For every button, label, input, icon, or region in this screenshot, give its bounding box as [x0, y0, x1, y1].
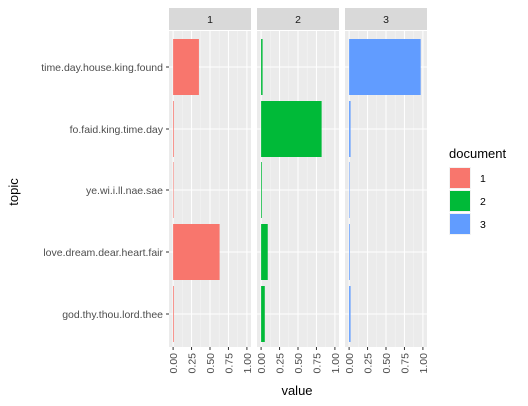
x-tick-label: 0.50	[205, 353, 217, 374]
bar-fo.faid.king.time.day-doc2	[261, 101, 322, 157]
bar-love.dream.dear.heart.fair-doc2	[261, 224, 268, 280]
facet-strip-label: 1	[207, 14, 213, 26]
bar-ye.wi.i.ll.nae.sae-doc2	[261, 162, 262, 218]
y-axis-title: topic	[6, 178, 21, 206]
y-tick-label: god.thy.thou.lord.thee	[62, 309, 163, 321]
x-tick-label: 0.25	[275, 353, 287, 374]
facet-strip-2	[257, 8, 339, 30]
legend: document 1 2 3	[449, 146, 506, 235]
bar-fo.faid.king.time.day-doc1	[173, 101, 174, 157]
x-tick-label: 0.25	[363, 353, 375, 374]
x-tick-label: 0.75	[223, 353, 235, 374]
facet-panels: 1 0.00 0.25 0.50 0.75 1.00 2 0.00 0.25 0.50 0.75 1.…	[168, 8, 430, 373]
legend-swatch-1	[450, 168, 470, 188]
legend-swatch-3	[450, 214, 470, 234]
bar-fo.faid.king.time.day-doc3	[349, 101, 351, 157]
y-tick-label: ye.wi.i.ll.nae.sae	[86, 185, 163, 197]
legend-title: document	[449, 146, 506, 161]
legend-label-3: 3	[480, 219, 486, 231]
facet-strip-1	[169, 8, 251, 30]
bar-ye.wi.i.ll.nae.sae-doc3	[349, 162, 350, 218]
y-tick-label: fo.faid.king.time.day	[70, 124, 164, 136]
y-tick-label: time.day.house.king.found	[41, 62, 163, 74]
x-tick-label: 0.50	[381, 353, 393, 374]
bar-love.dream.dear.heart.fair-doc1	[173, 224, 220, 280]
x-tick-label: 0.50	[293, 353, 305, 374]
facet-strip-label: 2	[295, 14, 301, 26]
facet-panel-1: 1 0.00 0.25 0.50 0.75 1.00	[168, 8, 254, 373]
x-tick-label: 0.75	[399, 353, 411, 374]
facet-panel-2: 2 0.00 0.25 0.50 0.75 1.00	[256, 8, 342, 373]
bar-time.day.house.king.found-doc3	[349, 39, 421, 95]
bar-god.thy.thou.lord.thee-doc1	[173, 286, 174, 342]
x-tick-label: 0.75	[311, 353, 323, 374]
facet-strip-label: 3	[383, 14, 389, 26]
bar-time.day.house.king.found-doc1	[173, 39, 199, 95]
facet-strip-3	[345, 8, 427, 30]
x-tick-label: 1.00	[242, 353, 254, 374]
bar-god.thy.thou.lord.thee-doc3	[349, 286, 351, 342]
bar-time.day.house.king.found-doc2	[261, 39, 263, 95]
x-tick-label: 0.00	[168, 353, 180, 374]
y-tick-label: love.dream.dear.heart.fair	[43, 247, 163, 259]
x-tick-label: 1.00	[330, 353, 342, 374]
y-axis-labels: time.day.house.king.found fo.faid.king.ti…	[41, 62, 169, 321]
bar-ye.wi.i.ll.nae.sae-doc1	[173, 162, 174, 218]
bar-god.thy.thou.lord.thee-doc2	[261, 286, 265, 342]
legend-swatch-2	[450, 191, 470, 211]
legend-label-2: 2	[480, 196, 486, 208]
x-tick-label: 1.00	[418, 353, 430, 374]
facet-panel-3: 3 0.00 0.25 0.50 0.75 1.00	[344, 8, 430, 373]
x-tick-label: 0.00	[256, 353, 268, 374]
legend-label-1: 1	[480, 173, 486, 185]
x-tick-label: 0.00	[344, 353, 356, 374]
x-tick-label: 0.25	[187, 353, 199, 374]
bar-love.dream.dear.heart.fair-doc3	[349, 224, 350, 280]
x-axis-title: value	[281, 383, 312, 398]
